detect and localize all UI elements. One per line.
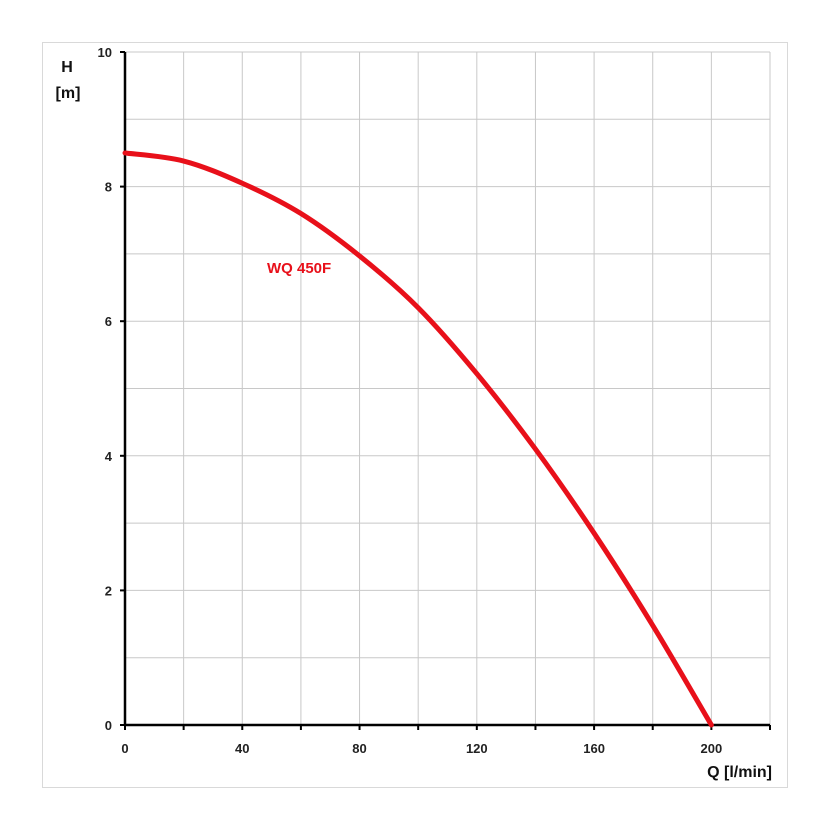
y-tick-label: 4 bbox=[105, 449, 113, 464]
x-tick-label: 120 bbox=[466, 741, 488, 756]
y-axis-title: H bbox=[61, 59, 73, 76]
series-label: WQ 450F bbox=[267, 260, 331, 277]
series-line bbox=[122, 150, 714, 728]
x-tick-label: 0 bbox=[121, 741, 128, 756]
y-tick-label: 8 bbox=[105, 180, 112, 195]
chart-frame bbox=[42, 42, 788, 788]
axes bbox=[120, 51, 771, 730]
x-tick-label: 200 bbox=[701, 741, 723, 756]
y-tick-label: 10 bbox=[98, 45, 112, 60]
y-tick-label: 2 bbox=[105, 583, 112, 598]
x-tick-label: 160 bbox=[583, 741, 605, 756]
y-tick-label: 6 bbox=[105, 314, 112, 329]
series bbox=[122, 150, 714, 728]
grid bbox=[125, 51, 771, 725]
y-tick-label: 0 bbox=[105, 718, 112, 733]
x-axis-title: Q [l/min] bbox=[707, 764, 772, 781]
y-axis-unit: [m] bbox=[56, 85, 81, 102]
x-tick-label: 80 bbox=[352, 741, 366, 756]
x-tick-label: 40 bbox=[235, 741, 249, 756]
tick-labels: 0 2 4 6 8 10 0 40 80 120 160 200 bbox=[98, 45, 723, 756]
